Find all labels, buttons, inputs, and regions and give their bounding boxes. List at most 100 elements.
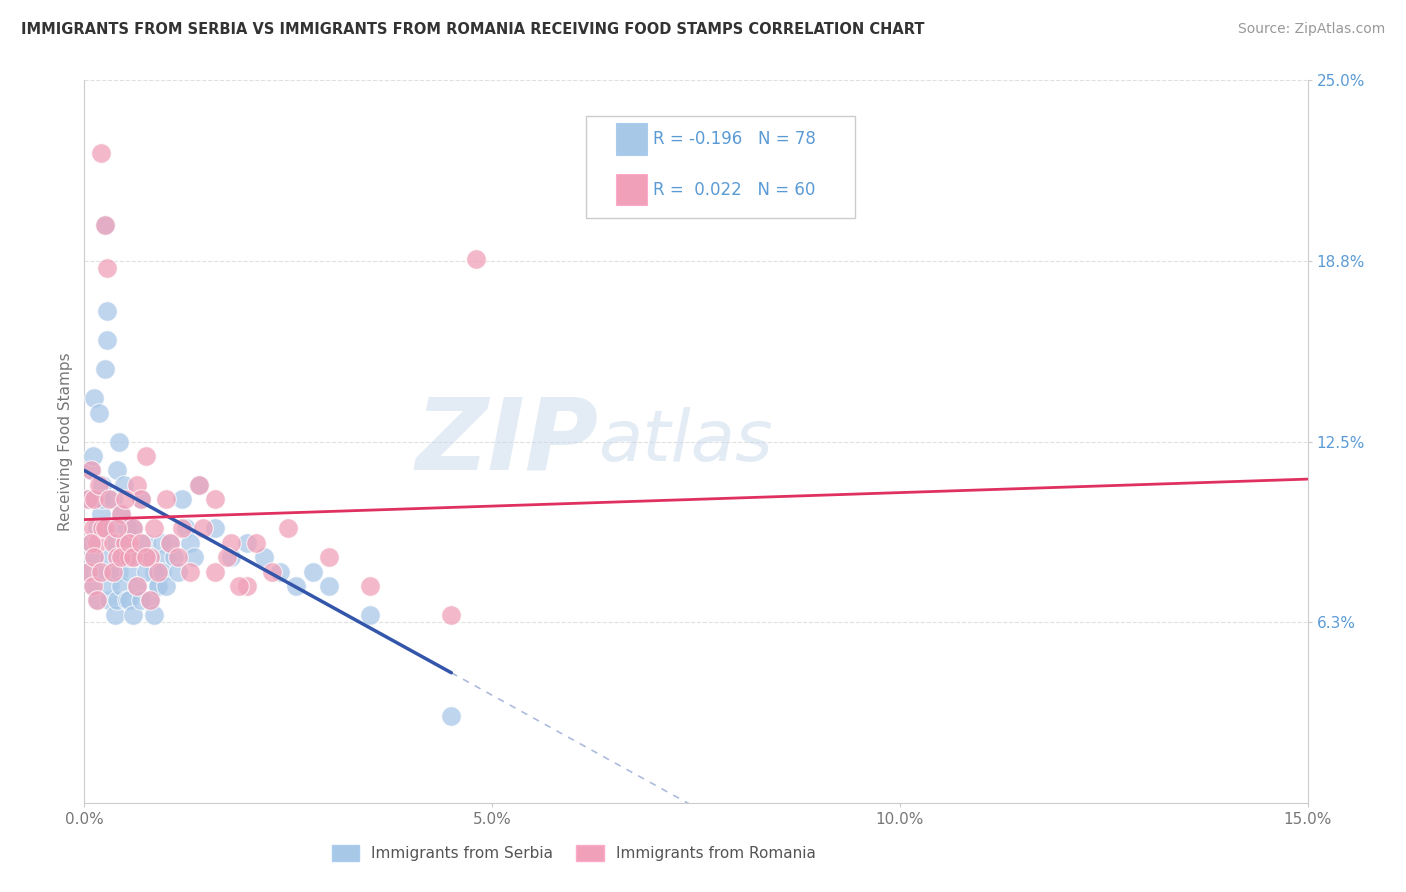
Point xyxy=(167,565,190,579)
Point xyxy=(83,550,105,565)
Point xyxy=(217,550,239,565)
Point xyxy=(93,218,115,232)
Point xyxy=(114,492,136,507)
Point xyxy=(228,579,250,593)
Point xyxy=(105,550,128,565)
Point xyxy=(90,507,112,521)
Point xyxy=(253,550,276,565)
Point xyxy=(142,607,165,622)
Legend: Immigrants from Serbia, Immigrants from Romania: Immigrants from Serbia, Immigrants from … xyxy=(325,839,823,867)
Point xyxy=(269,565,291,579)
Point xyxy=(96,334,118,348)
Point xyxy=(112,478,135,492)
Point xyxy=(159,535,181,549)
Point xyxy=(118,593,141,607)
Point xyxy=(138,550,160,565)
Point xyxy=(131,492,153,507)
Point xyxy=(318,579,340,593)
Point xyxy=(359,607,381,622)
Point xyxy=(110,579,132,593)
Point xyxy=(115,521,138,535)
Point xyxy=(93,362,115,376)
Point xyxy=(464,252,486,267)
Point xyxy=(155,492,177,507)
Point xyxy=(91,521,114,535)
Point xyxy=(440,607,463,622)
Point xyxy=(179,535,201,549)
Point xyxy=(191,521,214,535)
Point xyxy=(100,579,122,593)
Point xyxy=(101,565,124,579)
Point xyxy=(80,535,103,549)
Point xyxy=(77,492,100,507)
Point xyxy=(260,565,283,579)
Point xyxy=(107,434,129,449)
Point xyxy=(183,550,205,565)
Point xyxy=(127,579,149,593)
FancyBboxPatch shape xyxy=(586,117,855,218)
Point xyxy=(146,579,169,593)
Point xyxy=(150,535,173,549)
Point xyxy=(86,593,108,607)
Point xyxy=(163,550,186,565)
Point xyxy=(135,535,157,549)
Point xyxy=(82,579,104,593)
Point xyxy=(138,550,160,565)
Point xyxy=(187,478,209,492)
Point xyxy=(150,565,173,579)
Point xyxy=(86,593,108,607)
Point xyxy=(104,535,127,549)
Point xyxy=(167,550,190,565)
Point xyxy=(127,579,149,593)
Point xyxy=(77,492,100,507)
Point xyxy=(122,550,145,565)
Point xyxy=(127,478,149,492)
Point xyxy=(77,565,100,579)
Point xyxy=(93,521,115,535)
Point xyxy=(97,550,120,565)
Point xyxy=(122,607,145,622)
Point xyxy=(87,478,110,492)
Point xyxy=(83,391,105,405)
FancyBboxPatch shape xyxy=(616,174,647,205)
Point xyxy=(155,550,177,565)
Point xyxy=(142,521,165,535)
Text: atlas: atlas xyxy=(598,407,773,476)
Point xyxy=(87,406,110,420)
Point xyxy=(105,463,128,477)
Point xyxy=(91,492,114,507)
Y-axis label: Receiving Food Stamps: Receiving Food Stamps xyxy=(58,352,73,531)
Point xyxy=(187,478,209,492)
Point xyxy=(80,463,103,477)
Point xyxy=(131,593,153,607)
Point xyxy=(131,492,153,507)
Point xyxy=(155,579,177,593)
Point xyxy=(122,521,145,535)
Point xyxy=(204,565,226,579)
Point xyxy=(96,261,118,276)
Point xyxy=(90,521,112,535)
Point xyxy=(101,565,124,579)
Point xyxy=(96,304,118,318)
Point xyxy=(131,535,153,549)
Point xyxy=(135,565,157,579)
Point xyxy=(80,463,103,477)
Point xyxy=(107,565,129,579)
Point xyxy=(440,709,463,723)
Point xyxy=(114,535,136,549)
Point xyxy=(110,507,132,521)
Point xyxy=(219,535,242,549)
Point xyxy=(277,521,299,535)
Point xyxy=(146,565,169,579)
Point xyxy=(301,565,323,579)
Point xyxy=(142,565,165,579)
Point xyxy=(91,478,114,492)
Point xyxy=(236,579,259,593)
FancyBboxPatch shape xyxy=(616,123,647,155)
Point xyxy=(174,521,197,535)
Point xyxy=(146,579,169,593)
Point xyxy=(105,593,128,607)
Text: IMMIGRANTS FROM SERBIA VS IMMIGRANTS FROM ROMANIA RECEIVING FOOD STAMPS CORRELAT: IMMIGRANTS FROM SERBIA VS IMMIGRANTS FRO… xyxy=(21,22,925,37)
Point xyxy=(97,593,120,607)
Point xyxy=(179,565,201,579)
